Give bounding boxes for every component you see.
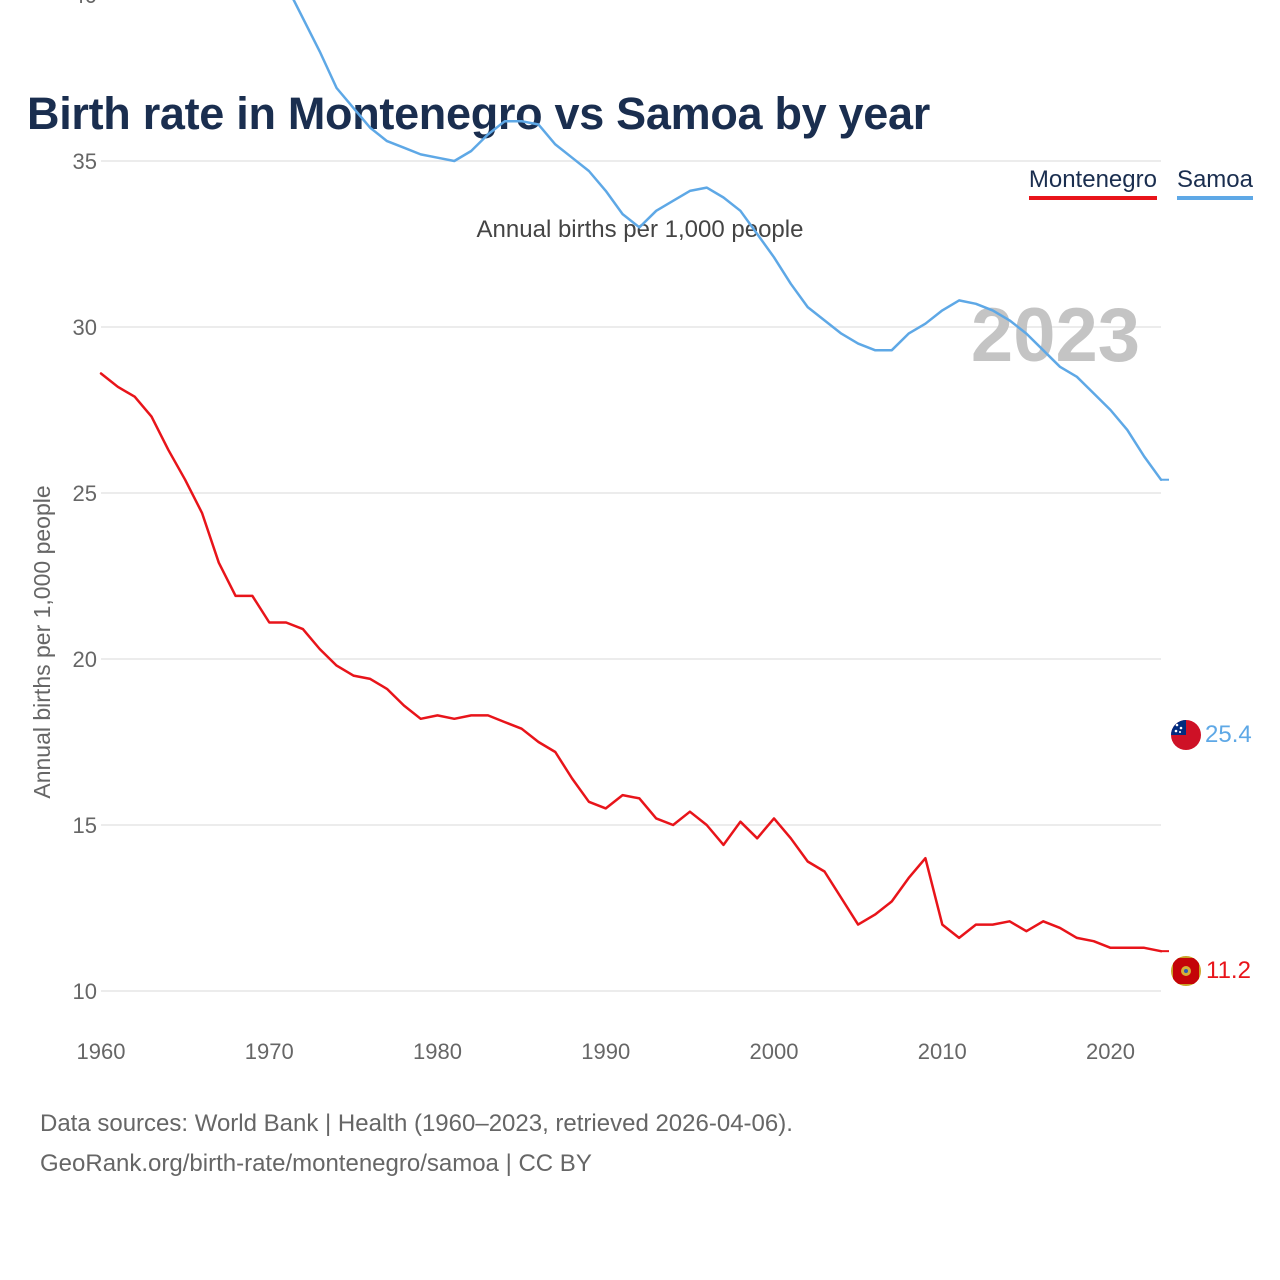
line-chart: 101520253035404550 196019701980199020002… bbox=[29, 0, 1252, 1064]
x-tick-label-2020: 2020 bbox=[1086, 1039, 1135, 1064]
samoa-end-label: 25.4 bbox=[1205, 721, 1252, 748]
x-tick-label-1960: 1960 bbox=[77, 1039, 126, 1064]
x-axis-ticks: 1960 1970 1980 1990 2000 2010 2020 bbox=[77, 1039, 1135, 1064]
chart-title: Birth rate in Montenegro vs Samoa by yea… bbox=[27, 88, 930, 139]
x-tick-label-1990: 1990 bbox=[581, 1039, 630, 1064]
y-tick-label-10: 10 bbox=[73, 979, 97, 1004]
y-axis-ticks: 101520253035404550 bbox=[73, 0, 97, 1004]
y-axis-label: Annual births per 1,000 people bbox=[29, 485, 55, 798]
x-tick-label-1980: 1980 bbox=[413, 1039, 462, 1064]
chart-subtitle: Annual births per 1,000 people bbox=[476, 216, 804, 243]
year-watermark: 2023 bbox=[971, 293, 1140, 378]
y-tick-label-20: 20 bbox=[73, 647, 97, 672]
gridlines bbox=[101, 160, 1161, 992]
samoa-flag-icon bbox=[1171, 720, 1201, 750]
series-line-montenegro[interactable] bbox=[99, 372, 1163, 953]
footer-source: Data sources: World Bank | Health (1960–… bbox=[40, 1110, 793, 1137]
footer: Data sources: World Bank | Health (1960–… bbox=[40, 1104, 793, 1184]
legend: Montenegro Samoa bbox=[1028, 166, 1253, 200]
x-tick-label-1970: 1970 bbox=[245, 1039, 294, 1064]
y-tick-label-25: 25 bbox=[73, 481, 97, 506]
series-lines bbox=[99, 0, 1169, 953]
legend-item-samoa[interactable]: Samoa bbox=[1176, 166, 1253, 200]
y-tick-label-40: 40 bbox=[73, 0, 97, 8]
x-tick-label-2000: 2000 bbox=[750, 1039, 799, 1064]
y-tick-label-35: 35 bbox=[73, 149, 97, 174]
y-tick-label-30: 30 bbox=[73, 315, 97, 340]
series-line-samoa[interactable] bbox=[101, 0, 1163, 481]
legend-item-montenegro[interactable]: Montenegro bbox=[1028, 166, 1157, 200]
montenegro-end-label: 11.2 bbox=[1206, 957, 1251, 984]
montenegro-flag-icon bbox=[1171, 956, 1201, 986]
y-tick-label-15: 15 bbox=[73, 813, 97, 838]
x-tick-label-2010: 2010 bbox=[918, 1039, 967, 1064]
footer-link: GeoRank.org/birth-rate/montenegro/samoa … bbox=[40, 1150, 592, 1177]
